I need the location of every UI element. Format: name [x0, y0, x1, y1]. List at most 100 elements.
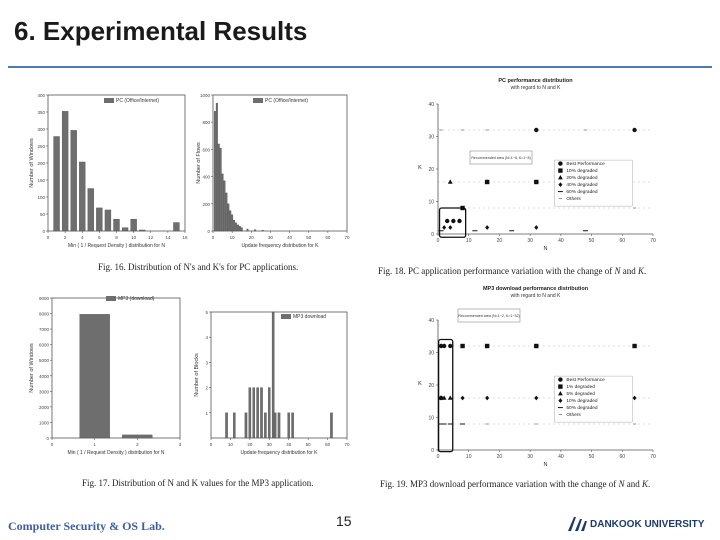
- caption-fig18-end: .: [643, 266, 647, 276]
- data-point: [484, 179, 490, 184]
- figure-16b: 0 200 400 600 800 1000 0 10 20 30 40 50 60 70 PC (Offi…: [195, 88, 355, 253]
- caption-fig18-and: and: [620, 266, 638, 276]
- data-point: [558, 182, 563, 187]
- data-point: [534, 343, 539, 349]
- x-tick-label: 30: [268, 235, 274, 240]
- bar: [287, 412, 290, 439]
- y-tick-label: 6000: [39, 343, 50, 348]
- y-tick-label: 30: [428, 351, 434, 357]
- caption-fig19-text: Fig. 19. MP3 download performance variat…: [380, 479, 619, 489]
- bar: [233, 412, 236, 439]
- y-tick-label: 1000: [200, 93, 211, 98]
- chart-subtitle: with regard to N and K: [511, 293, 561, 299]
- y-tick-label: 20: [428, 383, 434, 389]
- legend-label: 40% degraded: [566, 182, 598, 188]
- x-axis-label: N: [544, 246, 548, 252]
- recommended-area-box: [438, 207, 467, 238]
- legend-label: 10% degraded: [566, 398, 598, 404]
- x-axis-label: Update frequency distribution for K: [242, 243, 320, 249]
- x-tick-label: 70: [650, 454, 656, 460]
- x-tick-label: 2: [136, 442, 139, 447]
- bar: [291, 412, 294, 439]
- data-point: [558, 398, 563, 403]
- x-tick-label: 10: [466, 238, 472, 244]
- x-axis-label: Min ( 1 / Request Density ) distribution…: [68, 243, 165, 249]
- legend-label: 60% degraded: [566, 189, 598, 195]
- x-axis-label: N: [544, 462, 548, 468]
- x-tick-label: 2: [64, 235, 67, 240]
- data-point: [534, 179, 539, 185]
- data-point: [460, 205, 465, 211]
- bar: [96, 207, 103, 232]
- title-underline: [8, 66, 712, 68]
- x-tick-label: 30: [267, 442, 273, 447]
- annotation-box: [457, 308, 521, 323]
- y-tick-label: 40: [428, 102, 434, 108]
- x-tick-label: 50: [589, 238, 595, 244]
- bar: [213, 111, 216, 232]
- y-tick-label: 0: [207, 229, 210, 234]
- y-tick-label: 2000: [39, 405, 50, 410]
- bar: [223, 180, 226, 232]
- x-tick-label: 12: [148, 235, 154, 240]
- caption-fig18: Fig. 18. PC application performance vari…: [378, 266, 646, 276]
- x-tick-label: 60: [620, 454, 626, 460]
- y-tick-label: 5: [205, 310, 208, 315]
- x-tick-label: 50: [306, 235, 312, 240]
- page-number: 15: [336, 513, 352, 529]
- x-tick-label: 20: [497, 454, 503, 460]
- chart-fig17a: 0 1000 2000 3000 4000 5000 6000 7000 8000 9000 0 1 2…: [29, 296, 182, 456]
- legend-label: Others: [566, 196, 581, 202]
- bar: [227, 203, 230, 232]
- data-point: [441, 343, 447, 349]
- y-tick-label: 30: [428, 135, 434, 141]
- bar: [233, 219, 236, 232]
- university-name: DANKOOK UNIVERSITY: [590, 519, 705, 530]
- plot-frame: [51, 297, 181, 439]
- legend-label: Others: [566, 412, 581, 418]
- chart-title: MP3 download performance distribution: [483, 286, 589, 292]
- bar: [252, 387, 255, 439]
- y-tick-label: 100: [37, 195, 45, 200]
- slide-title: 6. Experimental Results: [14, 16, 308, 46]
- bar: [248, 387, 252, 439]
- data-point: [558, 377, 563, 382]
- x-tick-label: 70: [344, 442, 350, 447]
- figure-18: PC performance distribution with regard t…: [410, 76, 660, 261]
- bar: [225, 412, 228, 439]
- bar: [215, 103, 218, 232]
- x-tick-label: 60: [325, 442, 331, 447]
- data-point: [460, 395, 465, 401]
- data-point: [448, 343, 453, 349]
- y-tick-label: 5000: [39, 358, 50, 363]
- x-tick-label: 40: [558, 238, 564, 244]
- legend-label: 50% degraded: [566, 405, 598, 411]
- data-point: [485, 395, 490, 401]
- x-tick-label: 16: [182, 235, 188, 240]
- figure-16a: 0 50 100 150 200 250 300 350 400 0 2 4 6 8 10 12 14 16 PC …: [28, 88, 193, 253]
- y-tick-label: 300: [37, 127, 45, 132]
- chart-fig19: MP3 download performance distributionwit…: [418, 286, 656, 468]
- data-point: [558, 161, 563, 166]
- x-tick-label: 10: [228, 442, 234, 447]
- data-point: [451, 218, 456, 224]
- caption-fig18-n: N: [614, 266, 621, 276]
- x-tick-label: 10: [131, 235, 137, 240]
- university-logo: [568, 517, 587, 531]
- bar: [104, 209, 112, 232]
- data-point: [457, 218, 462, 224]
- legend-swatch: [281, 314, 291, 319]
- caption-fig18-text: Fig. 18. PC application performance vari…: [378, 266, 615, 276]
- x-tick-label: 8: [115, 235, 118, 240]
- y-tick-label: 40: [428, 318, 434, 324]
- y-tick-label: 150: [37, 178, 45, 183]
- data-point: [484, 343, 490, 349]
- x-tick-label: 20: [497, 238, 503, 244]
- plot-frame: [212, 94, 348, 232]
- x-tick-label: 50: [306, 442, 312, 447]
- bar: [217, 143, 220, 232]
- y-tick-label: 20: [428, 167, 434, 173]
- data-point: [441, 395, 447, 400]
- data-point: [445, 218, 450, 224]
